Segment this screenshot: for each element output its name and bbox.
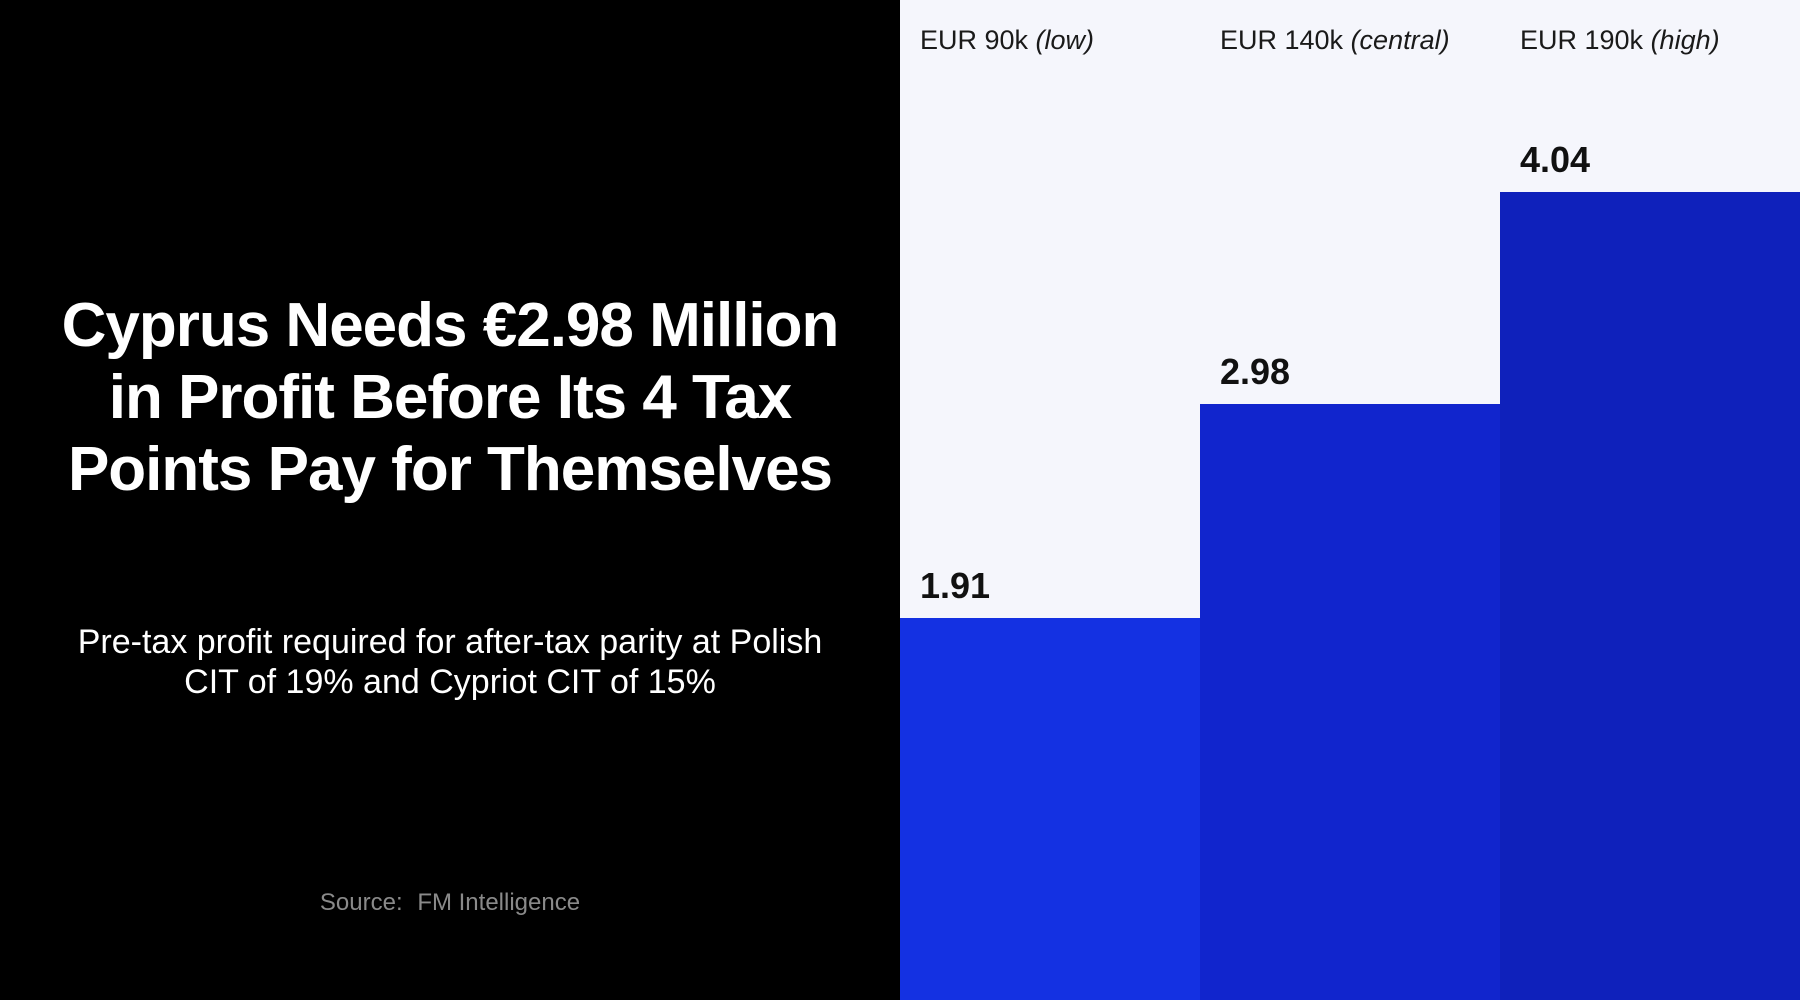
bar-2 <box>1200 404 1500 1000</box>
value-label-1: 1.91 <box>920 565 990 606</box>
bar-chart: 1.91 EUR 90k (low) 2.98 EUR 140k (central) 4… <box>900 25 1800 1000</box>
category-label-1: EUR 90k (low) <box>920 25 1094 55</box>
value-label-2: 2.98 <box>1220 351 1290 392</box>
source-value: FM Intelligence <box>417 889 581 916</box>
bar-3 <box>1500 192 1800 1000</box>
category-name: EUR 190k <box>1520 25 1651 55</box>
value-label-3: 4.04 <box>1520 139 1590 180</box>
category-note: (low) <box>1036 25 1095 55</box>
category-name: EUR 140k <box>1220 25 1351 55</box>
category-label-3: EUR 190k (high) <box>1520 25 1720 55</box>
category-note: (central) <box>1351 25 1450 55</box>
category-note: (high) <box>1651 25 1720 55</box>
headline-panel: Cyprus Needs €2.98 Million in Profit Bef… <box>60 291 840 918</box>
chart-panel: 1.91 EUR 90k (low) 2.98 EUR 140k (central) 4… <box>900 0 1800 1000</box>
bar-1 <box>900 618 1200 1000</box>
category-name: EUR 90k <box>920 25 1036 55</box>
source-note: Source: FM Intelligence <box>60 888 840 918</box>
source-label: Source: <box>319 889 403 916</box>
page-subtitle: Pre-tax profit required for after-tax pa… <box>77 623 823 701</box>
category-label-2: EUR 140k (central) <box>1220 25 1450 55</box>
page-title: Cyprus Needs €2.98 Million in Profit Bef… <box>61 291 840 504</box>
